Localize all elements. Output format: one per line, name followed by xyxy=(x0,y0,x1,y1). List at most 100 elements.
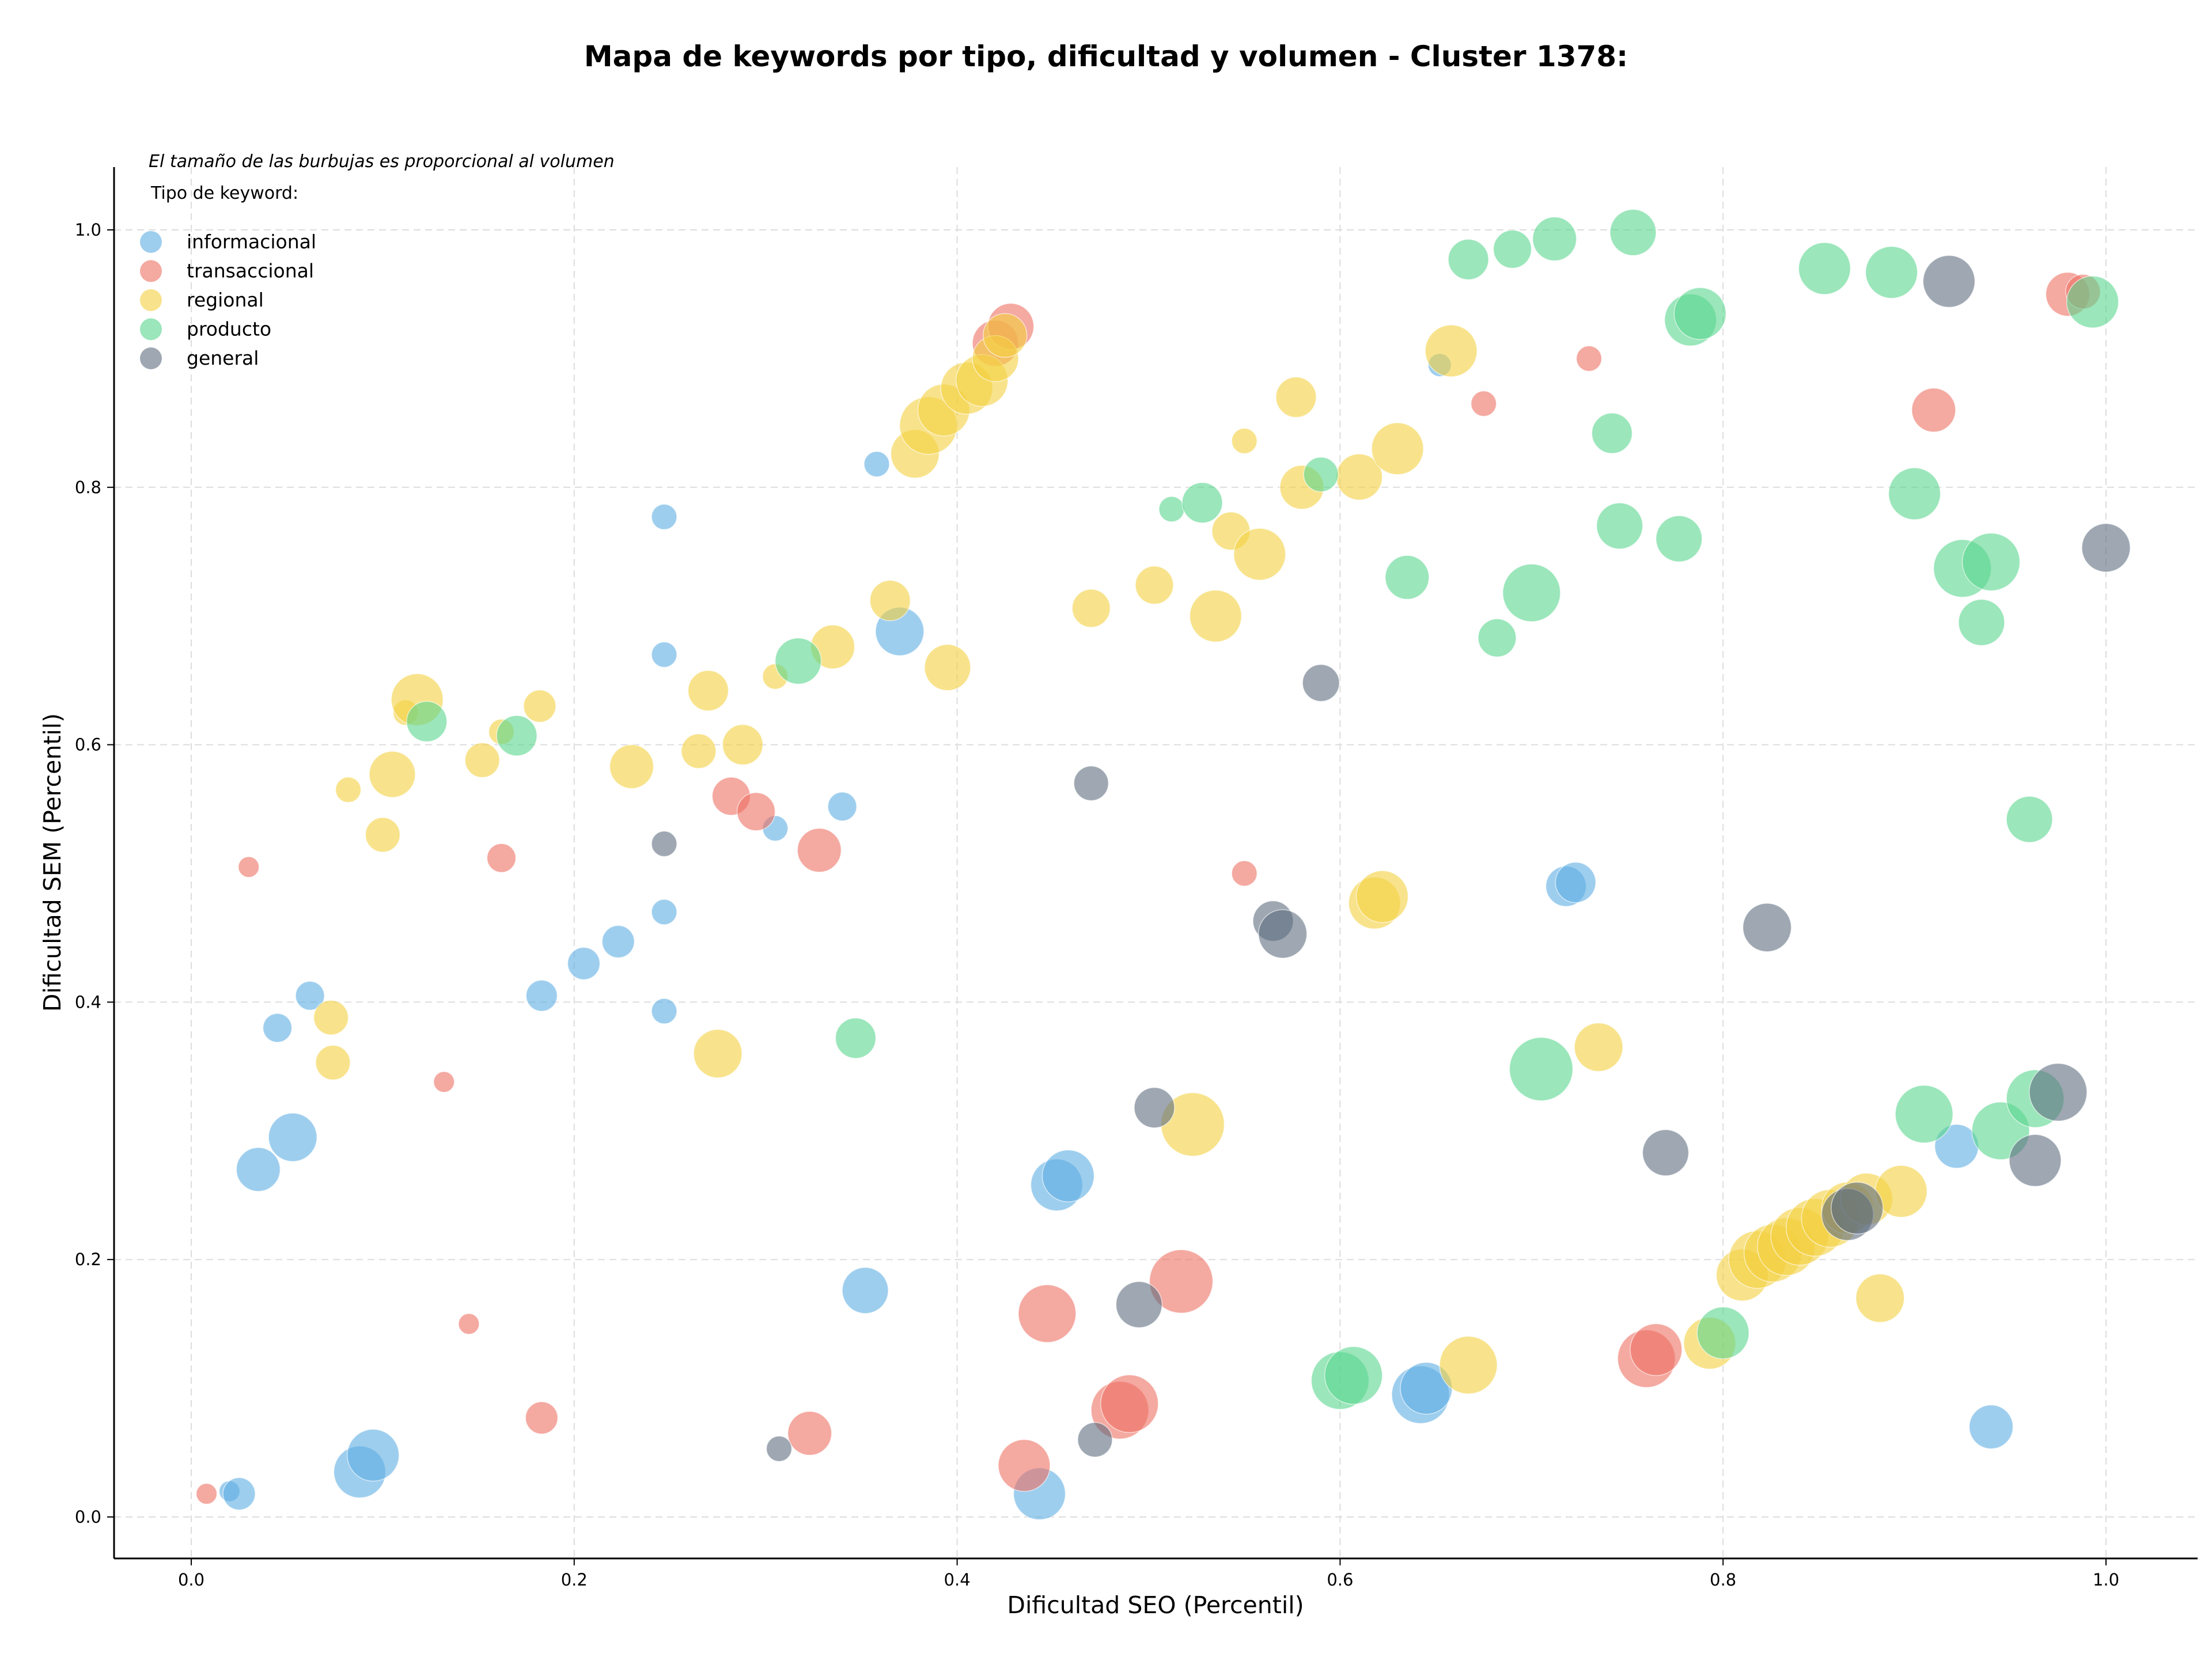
bubble-general xyxy=(1257,909,1308,959)
legend-label: transaccional xyxy=(187,260,314,282)
bubble-producto xyxy=(1324,1346,1383,1405)
bubble-layer xyxy=(195,209,2131,1520)
bubble-informacional xyxy=(651,641,677,668)
bubble-producto xyxy=(1596,502,1643,550)
y-tick-label: 0.6 xyxy=(75,735,101,755)
legend-label: regional xyxy=(187,289,264,311)
legend-marker xyxy=(140,289,162,311)
bubble-regional xyxy=(1355,870,1409,923)
bubble-informacional xyxy=(1555,861,1597,903)
bubble-regional xyxy=(1855,1273,1905,1323)
legend-item-transaccional: transaccional xyxy=(140,260,314,282)
series-general xyxy=(651,255,2131,1462)
bubble-producto xyxy=(1384,555,1430,600)
bubble-regional xyxy=(464,742,500,778)
bubble-transaccional xyxy=(195,1483,218,1505)
bubble-size-note: El tamaño de las burbujas es proporciona… xyxy=(149,152,615,172)
bubble-transaccional xyxy=(525,1401,559,1435)
y-axis-ticks: 0.0 0.2 0.4 0.6 0.8 1.0 xyxy=(75,220,114,1527)
legend-title: Tipo de keyword: xyxy=(150,183,298,203)
bubble-producto xyxy=(835,1017,877,1059)
bubble-producto xyxy=(1673,287,1727,340)
bubble-regional xyxy=(1275,376,1317,418)
bubble-general xyxy=(1073,765,1109,801)
legend-label: producto xyxy=(187,318,271,340)
bubble-informacional xyxy=(651,504,677,530)
bubble-regional xyxy=(869,580,911,622)
bubble-producto xyxy=(774,637,822,685)
legend-marker xyxy=(140,231,162,253)
legend: Tipo de keyword: informacional transaccio… xyxy=(140,183,316,369)
bubble-producto xyxy=(1609,209,1657,256)
bubble-regional xyxy=(924,644,971,691)
bubble-general xyxy=(651,830,677,857)
bubble-regional xyxy=(1231,427,1257,455)
legend-label: informacional xyxy=(187,230,316,253)
bubble-regional xyxy=(1189,589,1243,642)
bubble-producto xyxy=(2066,275,2119,328)
bubble-transaccional xyxy=(237,856,260,878)
bubble-regional xyxy=(687,670,729,712)
legend-item-producto: producto xyxy=(140,318,271,340)
legend-item-regional: regional xyxy=(140,289,264,311)
bubble-transaccional xyxy=(1911,388,1956,433)
bubble-general xyxy=(2081,523,2131,573)
bubble-producto xyxy=(1696,1306,1749,1360)
bubble-producto xyxy=(1798,242,1851,295)
grid-lines xyxy=(114,167,2198,1558)
x-tick-label: 1.0 xyxy=(2093,1570,2119,1590)
bubble-informacional xyxy=(842,1267,889,1314)
bubble-informacional xyxy=(601,925,635,959)
bubble-transaccional xyxy=(458,1313,480,1335)
bubble-informacional xyxy=(1968,1404,2014,1450)
bubble-transaccional xyxy=(787,1411,832,1456)
bubble-general xyxy=(1922,255,1976,308)
bubble-producto xyxy=(1181,482,1223,524)
bubble-producto xyxy=(1865,245,1918,299)
bubble-producto xyxy=(1493,229,1532,269)
bubble-informacional xyxy=(222,1477,256,1511)
bubble-transaccional xyxy=(1149,1249,1214,1314)
bubble-transaccional xyxy=(1470,390,1497,417)
y-axis-label: Dificultad SEM (Percentil) xyxy=(39,713,66,1012)
bubble-general xyxy=(1077,1422,1113,1458)
bubble-producto xyxy=(1509,1036,1574,1102)
bubble-producto xyxy=(1958,599,2005,646)
bubble-producto xyxy=(1655,515,1703,562)
bubble-general xyxy=(1115,1281,1163,1329)
legend-item-general: general xyxy=(140,347,259,369)
y-tick-label: 0.4 xyxy=(75,992,101,1012)
bubble-regional xyxy=(365,817,401,853)
bubble-general xyxy=(1831,1182,1884,1235)
legend-item-informacional: informacional xyxy=(140,230,316,253)
bubble-informacional xyxy=(347,1429,400,1482)
bubble-producto xyxy=(1303,456,1339,493)
bubble-transaccional xyxy=(998,1439,1051,1492)
series-regional xyxy=(313,313,1928,1395)
series-producto xyxy=(406,209,2119,1410)
bubble-general xyxy=(766,1435,793,1462)
legend-label: general xyxy=(187,347,259,369)
bubble-general xyxy=(1134,1087,1175,1129)
x-tick-label: 0.6 xyxy=(1327,1570,1353,1590)
bubble-informacional xyxy=(262,1013,293,1043)
bubble-producto xyxy=(406,701,448,743)
bubble-regional xyxy=(369,751,416,798)
bubble-transaccional xyxy=(1231,860,1257,887)
bubble-producto xyxy=(2006,796,2053,843)
bubble-producto xyxy=(1158,496,1185,523)
bubble-informacional xyxy=(827,792,857,822)
bubble-transaccional xyxy=(1018,1284,1077,1343)
bubble-producto xyxy=(1502,563,1561,622)
bubble-producto xyxy=(1532,216,1577,262)
bubble-regional xyxy=(1425,324,1478,377)
bubble-regional xyxy=(693,1029,743,1079)
bubble-regional xyxy=(1233,528,1286,581)
x-tick-label: 0.4 xyxy=(944,1570,971,1590)
bubble-transaccional xyxy=(1575,345,1603,372)
bubble-producto xyxy=(1961,532,2021,592)
bubble-general xyxy=(2029,1063,2088,1122)
bubble-regional xyxy=(982,313,1028,358)
bubble-regional xyxy=(609,744,654,789)
